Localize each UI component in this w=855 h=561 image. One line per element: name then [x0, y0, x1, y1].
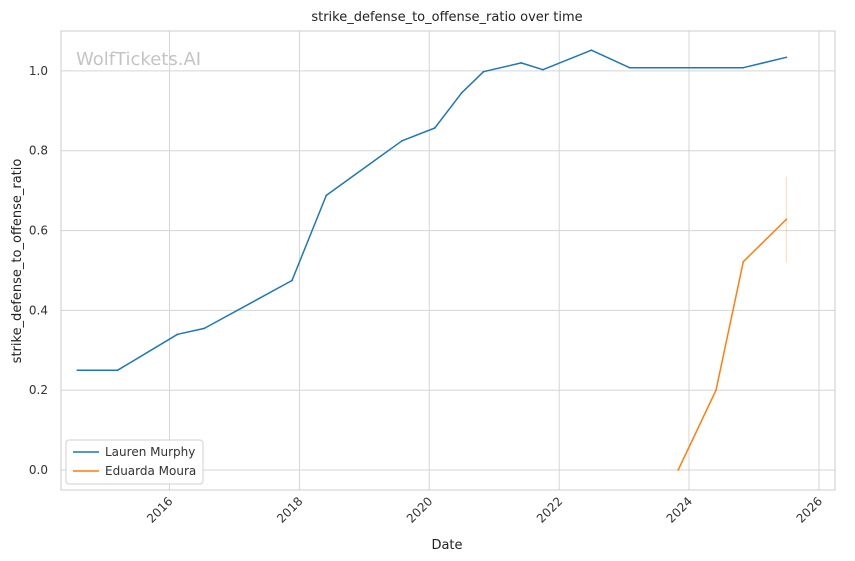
data-point-lauren-murphy	[628, 66, 631, 69]
data-point-lauren-murphy	[401, 139, 403, 142]
y-tick-label: 0.6	[29, 224, 48, 238]
grid	[61, 31, 835, 490]
data-point-eduarda-moura	[742, 260, 745, 263]
data-point-eduarda-moura	[715, 389, 717, 392]
y-tick-label: 1.0	[29, 64, 48, 78]
data-point-lauren-murphy	[291, 279, 293, 282]
y-axis-label: strike_defense_to_offense_ratio	[10, 159, 25, 364]
legend-label-eduarda-moura: Eduarda Moura	[105, 464, 196, 478]
data-point-lauren-murphy	[482, 70, 485, 73]
legend: Lauren Murphy Eduarda Moura	[65, 439, 204, 485]
data-point-lauren-murphy	[76, 369, 79, 372]
y-tick-label: 0.0	[29, 463, 48, 477]
chart-title: strike_defense_to_offense_ratio over tim…	[311, 10, 582, 25]
plot-area	[60, 30, 836, 491]
watermark: WolfTickets.AI	[76, 49, 201, 70]
x-axis-label: Date	[431, 538, 462, 553]
data-point-lauren-murphy	[325, 194, 328, 197]
series-layer	[76, 49, 788, 471]
data-point-lauren-murphy	[742, 66, 745, 69]
data-point-lauren-murphy	[433, 127, 436, 129]
y-tick-label: 0.2	[29, 383, 48, 397]
data-point-lauren-murphy	[520, 62, 523, 64]
data-point-lauren-murphy	[176, 333, 179, 336]
series-line-lauren-murphy	[77, 49, 787, 372]
data-point-eduarda-moura	[785, 218, 788, 221]
data-point-lauren-murphy	[541, 68, 544, 71]
y-axis: 0.0 0.2 0.4 0.6 0.8 1.0	[29, 64, 48, 477]
data-point-eduarda-moura	[677, 469, 680, 471]
data-point-lauren-murphy	[590, 49, 593, 52]
y-tick-label: 0.8	[29, 144, 48, 158]
legend-box	[65, 439, 204, 485]
data-point-lauren-murphy	[785, 56, 788, 59]
data-point-lauren-murphy	[460, 91, 463, 94]
data-point-lauren-murphy	[203, 327, 206, 330]
legend-label-lauren-murphy: Lauren Murphy	[105, 445, 195, 459]
series-line-eduarda-moura	[677, 218, 787, 471]
y-tick-label: 0.4	[29, 303, 48, 317]
data-point-lauren-murphy	[116, 369, 119, 372]
